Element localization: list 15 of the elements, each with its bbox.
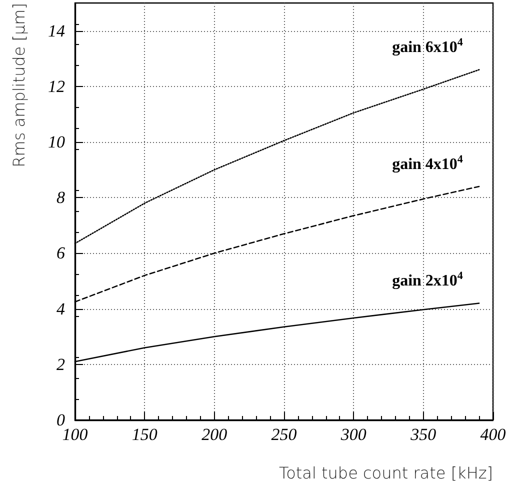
y-tick-label: 4 — [56, 299, 66, 318]
x-tick-label: 250 — [271, 425, 298, 444]
x-axis-title: Total tube count rate [kHz] — [279, 464, 493, 482]
x-tick-label: 150 — [132, 425, 158, 444]
y-tick-label: 14 — [48, 21, 66, 40]
x-tick-label: 400 — [480, 425, 506, 444]
x-tick-label: 300 — [340, 425, 367, 444]
y-tick-label: 8 — [56, 188, 66, 208]
y-tick-label: 10 — [48, 132, 66, 152]
y-tick-label: 2 — [56, 354, 66, 374]
x-tick-label: 350 — [410, 425, 437, 444]
y-tick-label: 6 — [56, 244, 66, 263]
y-tick-label: 12 — [48, 76, 66, 96]
y-axis-title: Rms amplitude [μm] — [10, 3, 28, 168]
x-tick-label: 200 — [202, 425, 228, 444]
